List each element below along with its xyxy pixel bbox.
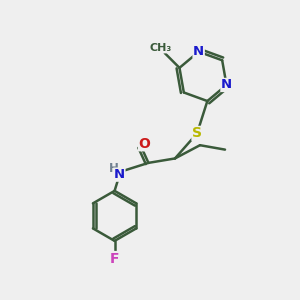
Text: F: F	[110, 252, 119, 266]
Text: O: O	[139, 137, 151, 151]
Text: S: S	[192, 126, 202, 140]
Text: CH₃: CH₃	[149, 43, 172, 53]
Text: H: H	[109, 162, 119, 175]
Text: N: N	[193, 45, 204, 58]
Text: N: N	[114, 168, 125, 181]
Text: N: N	[221, 78, 232, 92]
